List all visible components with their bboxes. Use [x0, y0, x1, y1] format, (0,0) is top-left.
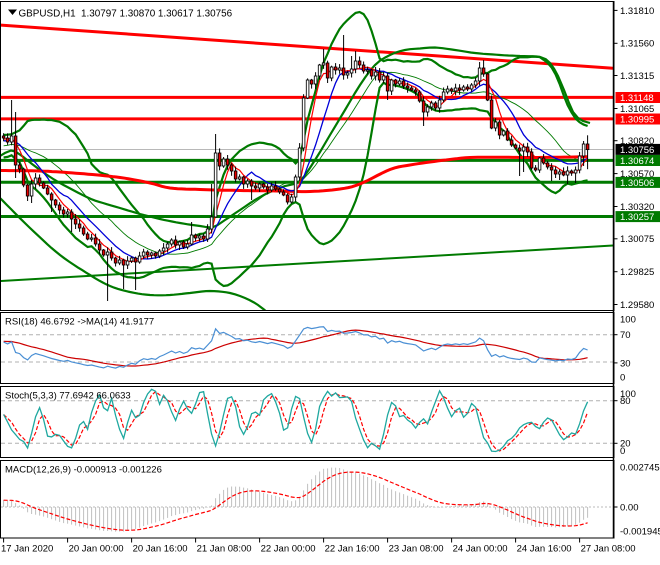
svg-text:1.30257: 1.30257: [620, 212, 654, 223]
svg-text:1.30995: 1.30995: [620, 115, 654, 126]
svg-text:1.30506: 1.30506: [620, 178, 654, 189]
svg-text:22 Jan 00:00: 22 Jan 00:00: [261, 544, 316, 555]
svg-text:0: 0: [620, 373, 625, 384]
svg-text:1.31065: 1.31065: [620, 104, 654, 115]
svg-text:1.31148: 1.31148: [620, 93, 654, 104]
svg-text:MACD(12,26,9) -0.000913 -0.001: MACD(12,26,9) -0.000913 -0.001226: [5, 465, 162, 476]
svg-text:1.30075: 1.30075: [620, 234, 654, 245]
svg-text:20 Jan 16:00: 20 Jan 16:00: [133, 544, 188, 555]
svg-text:-0.001945: -0.001945: [620, 527, 660, 538]
svg-text:70: 70: [620, 330, 631, 341]
svg-text:1.29825: 1.29825: [620, 267, 654, 278]
svg-text:17 Jan 2020: 17 Jan 2020: [1, 544, 53, 555]
svg-text:1.31315: 1.31315: [620, 71, 654, 82]
svg-text:1.29580: 1.29580: [620, 300, 654, 311]
svg-text:22 Jan 16:00: 22 Jan 16:00: [325, 544, 380, 555]
svg-text:GBPUSD,H1 1.30797 1.30870 1.3: GBPUSD,H1 1.30797 1.30870 1.30617 1.3075…: [19, 9, 233, 20]
svg-text:20 Jan 00:00: 20 Jan 00:00: [69, 544, 124, 555]
svg-text:1.31810: 1.31810: [620, 6, 654, 17]
svg-text:1.30674: 1.30674: [620, 156, 654, 167]
svg-text:24 Jan 16:00: 24 Jan 16:00: [517, 544, 572, 555]
svg-text:1.30756: 1.30756: [620, 145, 654, 156]
svg-text:0.002745: 0.002745: [620, 463, 660, 474]
svg-text:80: 80: [620, 396, 631, 407]
svg-text:Stoch(5,3,3) 77.6942 66.0633: Stoch(5,3,3) 77.6942 66.0633: [5, 391, 131, 402]
svg-text:0: 0: [620, 446, 625, 457]
svg-text:RSI(18) 46.6792 ->MA(14) 41.9: RSI(18) 46.6792 ->MA(14) 41.9177: [5, 317, 154, 328]
svg-text:0.00: 0.00: [620, 502, 639, 513]
svg-text:1.31560: 1.31560: [620, 39, 654, 50]
svg-text:21 Jan 08:00: 21 Jan 08:00: [197, 544, 252, 555]
svg-text:23 Jan 08:00: 23 Jan 08:00: [389, 544, 444, 555]
svg-text:27 Jan 08:00: 27 Jan 08:00: [581, 544, 636, 555]
svg-text:30: 30: [620, 358, 631, 369]
svg-text:100: 100: [620, 315, 636, 326]
svg-text:24 Jan 00:00: 24 Jan 00:00: [453, 544, 508, 555]
